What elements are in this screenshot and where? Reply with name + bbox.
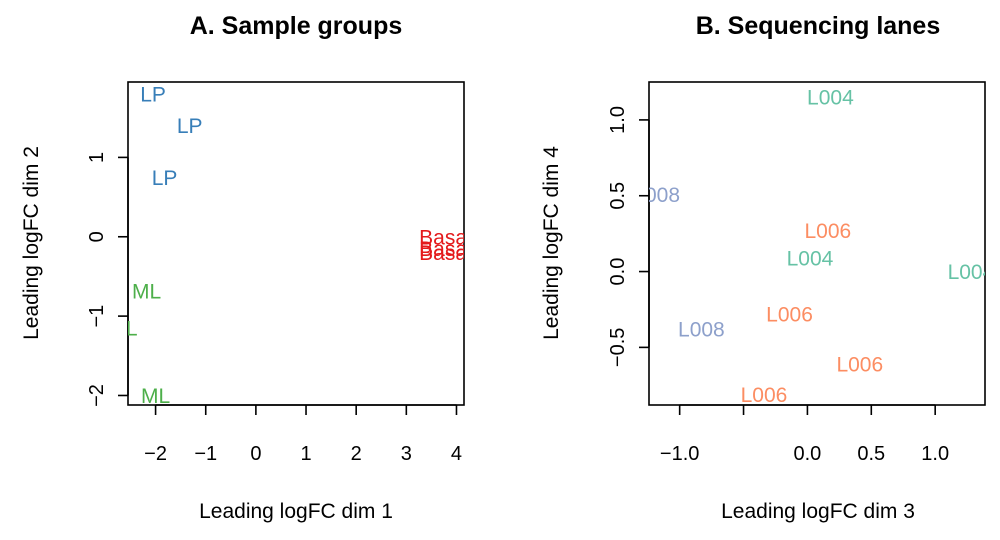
- data-point-label: L004: [948, 261, 995, 284]
- panel-a-title: A. Sample groups: [190, 12, 403, 40]
- panel-b-title: B. Sequencing lanes: [696, 12, 941, 40]
- y-tick-label: −0.5: [607, 328, 629, 367]
- data-point-label: ML: [132, 280, 161, 303]
- x-tick-label: −1: [194, 443, 217, 465]
- data-point-label: L008: [633, 184, 680, 207]
- data-point-label: L006: [766, 304, 813, 327]
- data-point-label: L006: [741, 384, 788, 407]
- data-point-label: L006: [836, 354, 883, 377]
- data-point-label: L008: [678, 319, 725, 342]
- panel-b-plot-frame: [648, 81, 986, 406]
- y-tick-label: −2: [86, 384, 108, 407]
- panel-b: B. Sequencing lanes −1.0 0.0 0.5 1.0 −0.5 0.…: [540, 12, 995, 523]
- x-tick-label: 0.5: [857, 443, 885, 465]
- x-tick-label: 3: [401, 443, 412, 465]
- panel-a-x-axis-title: Leading logFC dim 1: [199, 500, 393, 523]
- y-tick-label: 1.0: [607, 106, 629, 134]
- panel-b-x-axis: −1.0 0.0 0.5 1.0: [660, 404, 949, 465]
- y-tick-label: 1: [86, 152, 108, 163]
- data-point-label: ML: [108, 318, 137, 341]
- data-point-label: L004: [787, 247, 834, 270]
- x-tick-label: 2: [351, 443, 362, 465]
- panel-b-y-axis: −0.5 0.0 0.5 1.0: [607, 106, 650, 367]
- data-point-label: L004: [807, 87, 854, 110]
- panel-b-y-axis-title: Leading logFC dim 4: [540, 146, 563, 340]
- data-point-label: Basal: [419, 242, 472, 265]
- data-point-label: Basal: [419, 238, 472, 261]
- panel-a: A. Sample groups −2 −1 0 1 2 3 4 −2−101 LPLPLP…: [20, 12, 472, 523]
- panel-b-points: L004 L008 L006 L004 L004 L006 L008 L006 L006: [633, 87, 995, 407]
- data-point-label: LP: [152, 167, 178, 190]
- data-point-label: L006: [804, 220, 851, 243]
- x-tick-label: 0: [250, 443, 261, 465]
- x-tick-label: −1.0: [660, 443, 699, 465]
- data-point-label: ML: [141, 385, 170, 408]
- x-tick-label: 1.0: [921, 443, 949, 465]
- y-tick-label: 0.0: [607, 258, 629, 286]
- y-tick-label: −1: [86, 305, 108, 328]
- data-point-label: LP: [177, 115, 203, 138]
- data-point-label: LP: [140, 83, 166, 106]
- data-point-label: Basal: [419, 226, 472, 249]
- panel-a-x-axis: −2 −1 0 1 2 3 4: [144, 404, 462, 465]
- panel-a-y-axis: −2 −1 0 1: [86, 152, 129, 407]
- y-tick-label: 0: [86, 231, 108, 242]
- x-tick-label: 1: [300, 443, 311, 465]
- x-tick-label: 0.0: [794, 443, 822, 465]
- panel-a-y-axis-title: Leading logFC dim 2: [20, 146, 43, 340]
- x-tick-label: 4: [451, 443, 462, 465]
- panel-b-x-axis-title: Leading logFC dim 3: [721, 500, 915, 523]
- y-tick-label: 0.5: [607, 182, 629, 210]
- x-tick-label: −2: [144, 443, 167, 465]
